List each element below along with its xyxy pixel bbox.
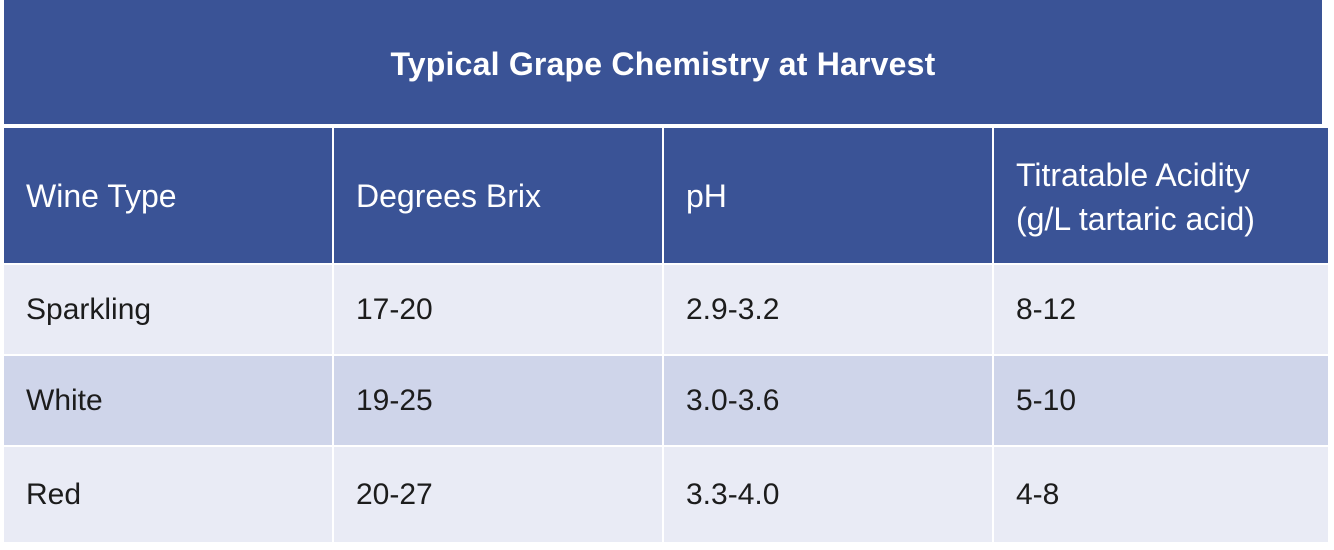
table-cell: 3.3-4.0 xyxy=(664,447,992,542)
table-title-bar: Typical Grape Chemistry at Harvest xyxy=(4,0,1322,124)
table-cell: 2.9-3.2 xyxy=(664,265,992,356)
table-cell: 19-25 xyxy=(334,356,662,447)
table-cell: White xyxy=(4,356,332,447)
header-wine-type: Wine Type xyxy=(4,128,332,265)
table-cell: 4-8 xyxy=(994,447,1328,542)
table-title: Typical Grape Chemistry at Harvest xyxy=(390,45,936,82)
table-cell: 3.0-3.6 xyxy=(664,356,992,447)
header-titratable-acidity-label: Titratable Acidity (g/L tartaric acid) xyxy=(1016,156,1255,237)
table-grid: Wine Type Degrees Brix pH Titratable Aci… xyxy=(4,128,1328,542)
table-cell: 8-12 xyxy=(994,265,1328,356)
header-ph: pH xyxy=(664,128,992,265)
header-degrees-brix: Degrees Brix xyxy=(334,128,662,265)
table-cell: 20-27 xyxy=(334,447,662,542)
table-cell: Red xyxy=(4,447,332,542)
table-cell: 17-20 xyxy=(334,265,662,356)
header-titratable-acidity: Titratable Acidity (g/L tartaric acid) xyxy=(994,128,1328,265)
grape-chemistry-table: Typical Grape Chemistry at Harvest Wine … xyxy=(4,0,1328,542)
table-cell: Sparkling xyxy=(4,265,332,356)
table-cell: 5-10 xyxy=(994,356,1328,447)
